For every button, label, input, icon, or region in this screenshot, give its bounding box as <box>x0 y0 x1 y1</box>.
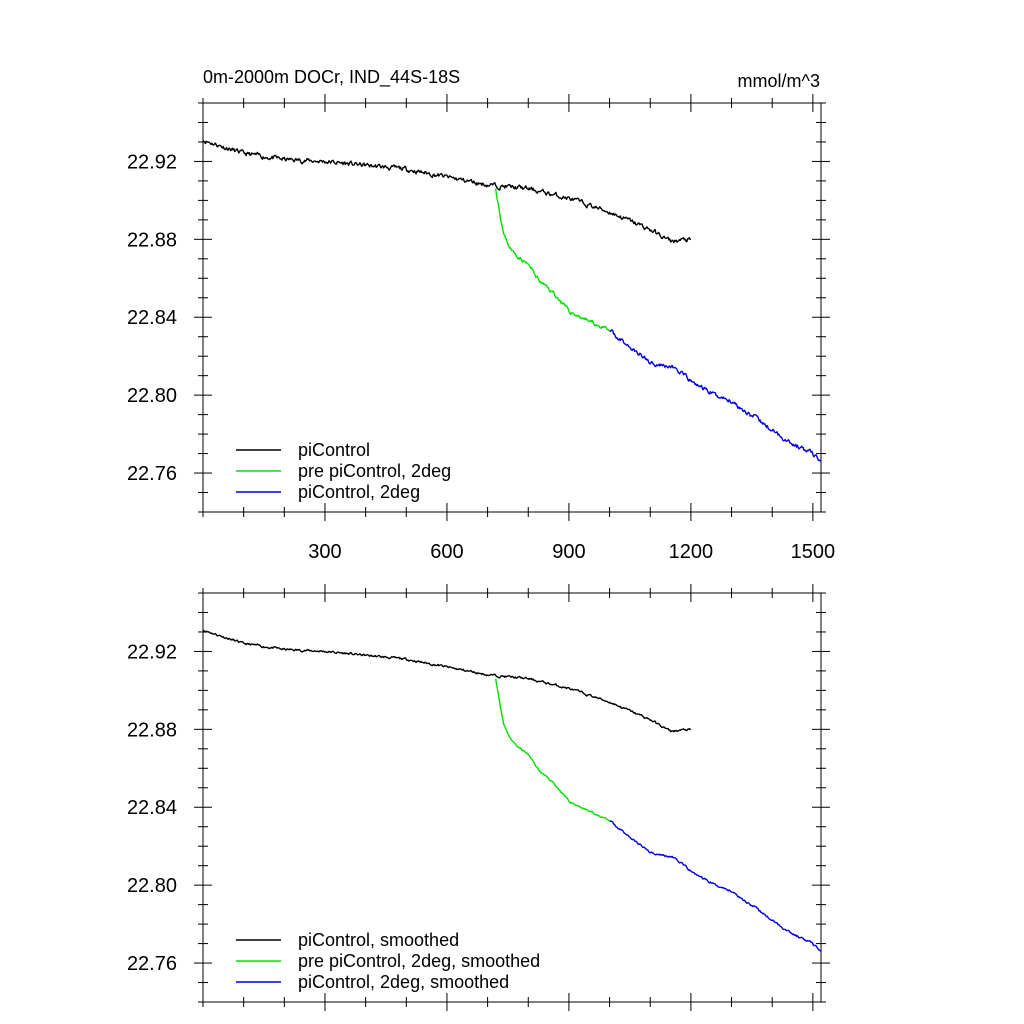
x-tick-label: 1200 <box>669 541 714 563</box>
legend-label: pre piControl, 2deg, smoothed <box>298 951 540 971</box>
plot-frame <box>202 102 822 513</box>
y-tick-label: 22.76 <box>127 463 177 485</box>
units-label: mmol/m^3 <box>738 71 820 91</box>
legend-label: piControl, 2deg <box>298 482 420 502</box>
legend-label: piControl, 2deg, smoothed <box>298 972 509 992</box>
top-panel: 22.76 22.80 22.84 22.88 22.92 300 600 900 1200 15… <box>127 94 835 563</box>
legend-label: piControl, smoothed <box>298 930 459 950</box>
y-tick-label: 22.76 <box>127 953 177 975</box>
series-line-pre-picontrol-2deg-smoothed <box>495 678 610 822</box>
series-line-picontrol <box>202 139 691 244</box>
y-tick-label: 22.84 <box>127 797 177 819</box>
x-tick-label: 600 <box>430 541 463 563</box>
series-line-picontrol-2deg <box>609 329 822 462</box>
legend-label: pre piControl, 2deg <box>298 461 451 481</box>
x-tick-label: 1500 <box>791 541 836 563</box>
y-tick-label: 22.92 <box>127 151 177 173</box>
series-line-picontrol-smoothed <box>202 629 691 733</box>
y-tick-label: 22.88 <box>127 719 177 741</box>
y-tick-label: 22.84 <box>127 307 177 329</box>
y-tick-label: 22.80 <box>127 875 177 897</box>
legend-label: piControl <box>298 440 370 460</box>
plot-frame <box>202 592 822 1003</box>
y-tick-label: 22.80 <box>127 385 177 407</box>
y-tick-label: 22.88 <box>127 229 177 251</box>
y-tick-label: 22.92 <box>127 641 177 663</box>
x-tick-label: 900 <box>552 541 585 563</box>
series-line-picontrol-2deg-smoothed <box>609 820 822 952</box>
bottom-panel: 22.76 22.80 22.84 22.88 22.92 piControl, smoo… <box>127 584 830 1011</box>
series-line-pre-picontrol-2deg <box>495 188 610 332</box>
x-tick-label: 300 <box>308 541 341 563</box>
chart-title: 0m-2000m DOCr, IND_44S-18S <box>203 67 460 88</box>
